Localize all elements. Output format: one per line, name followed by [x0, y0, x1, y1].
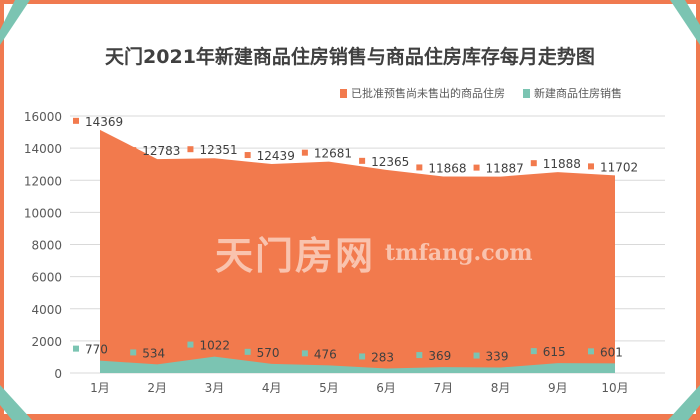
data-label-inventory: 14369: [85, 115, 123, 129]
area-inventory: [100, 129, 615, 373]
data-marker-sales: [73, 345, 79, 352]
data-marker-inventory: [187, 146, 194, 153]
corner-ribbon-bottom-right: [668, 385, 700, 420]
x-tick-label: 9月: [548, 381, 568, 395]
chart-title: 天门2021年新建商品住房销售与商品住房库存每月走势图: [105, 46, 595, 68]
y-tick-label: 0: [54, 367, 62, 381]
y-tick-label: 6000: [31, 271, 62, 285]
data-label-sales: 339: [486, 350, 509, 364]
data-marker-sales: [187, 341, 194, 348]
data-label-inventory: 12365: [371, 155, 409, 169]
data-label-sales: 476: [314, 347, 337, 361]
x-tick-label: 3月: [205, 381, 225, 395]
data-label-inventory: 11887: [486, 162, 524, 176]
data-marker-sales: [416, 352, 423, 359]
y-tick-label: 14000: [24, 142, 62, 156]
x-tick-label: 6月: [376, 381, 396, 395]
data-marker-sales: [130, 349, 137, 356]
x-tick-label: 10月: [601, 381, 628, 395]
legend-swatch-orange: [340, 89, 347, 98]
data-label-sales: 283: [371, 350, 394, 364]
legend: 已批准预售尚未售出的商品住房 新建商品住房销售: [340, 85, 622, 101]
data-marker-inventory: [359, 157, 366, 164]
data-marker-inventory: [530, 160, 537, 167]
data-label-sales: 601: [600, 345, 623, 359]
y-tick-label: 12000: [24, 174, 62, 188]
y-tick-label: 8000: [31, 239, 62, 253]
data-label-inventory: 12351: [199, 143, 237, 157]
watermark-en: tmfang.com: [385, 240, 533, 266]
data-label-sales: 534: [142, 346, 165, 360]
y-tick-label: 2000: [31, 335, 62, 349]
data-marker-inventory: [588, 163, 594, 170]
data-label-sales: 1022: [199, 339, 230, 353]
data-label-sales: 615: [543, 345, 566, 359]
legend-item-inventory: 已批准预售尚未售出的商品住房: [340, 85, 505, 101]
data-marker-sales: [301, 350, 308, 357]
data-marker-inventory: [130, 147, 137, 154]
data-label-inventory: 12681: [314, 147, 352, 161]
data-label-sales: 570: [257, 346, 280, 360]
data-marker-inventory: [473, 164, 480, 171]
watermark-cn: 天门房网: [215, 234, 376, 278]
y-tick-label: 10000: [24, 206, 62, 220]
data-marker-inventory: [73, 117, 79, 124]
x-tick-label: 7月: [434, 381, 454, 395]
data-label-inventory: 12439: [257, 149, 295, 163]
x-tick-label: 2月: [147, 381, 167, 395]
y-tick-label: 4000: [31, 303, 62, 317]
data-label-inventory: 12783: [142, 144, 180, 158]
x-tick-label: 4月: [262, 381, 282, 395]
data-marker-inventory: [301, 149, 308, 156]
data-marker-inventory: [416, 164, 423, 171]
x-tick-label: 8月: [491, 381, 511, 395]
area-sales: [100, 356, 615, 373]
corner-ribbon-top-left: [0, 0, 30, 45]
data-marker-sales: [530, 348, 537, 355]
legend-swatch-green: [523, 89, 530, 98]
data-label-inventory: 11868: [428, 161, 466, 175]
data-marker-inventory: [244, 152, 251, 159]
data-marker-sales: [473, 352, 480, 359]
x-tick-label: 1月: [90, 381, 110, 395]
data-marker-sales: [359, 353, 366, 360]
data-label-inventory: 11702: [600, 160, 638, 174]
x-tick-label: 5月: [319, 381, 339, 395]
data-label-inventory: 11888: [543, 157, 581, 171]
data-marker-sales: [588, 348, 594, 355]
data-marker-sales: [244, 348, 251, 355]
y-tick-label: 16000: [24, 110, 62, 124]
legend-item-sales: 新建商品住房销售: [523, 85, 622, 101]
legend-label: 新建商品住房销售: [534, 87, 622, 100]
legend-label: 已批准预售尚未售出的商品住房: [351, 87, 505, 100]
data-label-sales: 369: [428, 349, 451, 363]
corner-ribbon-top-right: [670, 0, 700, 45]
corner-ribbon-bottom-left: [0, 385, 32, 420]
data-label-sales: 770: [85, 343, 108, 357]
